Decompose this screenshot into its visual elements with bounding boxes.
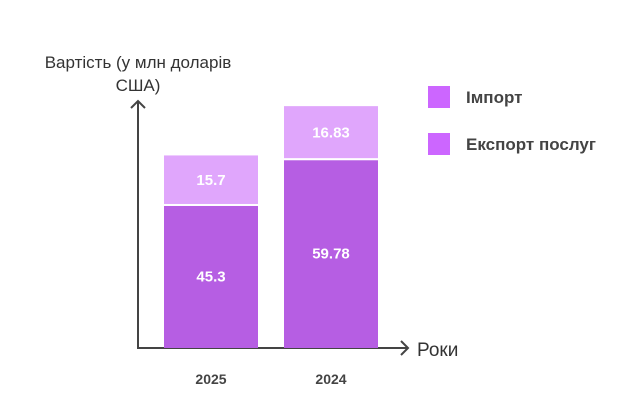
data-label: 59.78 bbox=[312, 246, 350, 263]
legend-label: Експорт послуг bbox=[466, 135, 596, 154]
data-label: 45.3 bbox=[196, 268, 225, 285]
x-tick-label: 2025 bbox=[195, 371, 226, 387]
data-label: 15.7 bbox=[196, 172, 225, 189]
y-axis-label-line-2: США) bbox=[116, 76, 161, 95]
x-tick-label: 2024 bbox=[315, 371, 346, 387]
segment-separator bbox=[284, 158, 378, 161]
x-axis-label: Роки bbox=[417, 340, 458, 361]
bars: 45.3 15.7 2025 59.78 16.83 2024 bbox=[164, 106, 378, 387]
data-label: 16.83 bbox=[312, 125, 350, 142]
x-axis-arrow-icon bbox=[400, 340, 410, 356]
bar-segment bbox=[164, 155, 258, 204]
bar-segment bbox=[284, 106, 378, 159]
y-axis-label-line-1: Вартість (у млн доларів bbox=[45, 53, 232, 72]
legend: Імпорт Експорт послуг bbox=[428, 86, 596, 155]
bar-segment bbox=[284, 159, 378, 348]
y-axis-arrow-icon bbox=[130, 99, 146, 109]
legend-swatch bbox=[428, 133, 450, 155]
segment-separator bbox=[164, 203, 258, 206]
legend-label: Імпорт bbox=[466, 88, 522, 107]
legend-swatch bbox=[428, 86, 450, 108]
bar-segment bbox=[164, 204, 258, 348]
